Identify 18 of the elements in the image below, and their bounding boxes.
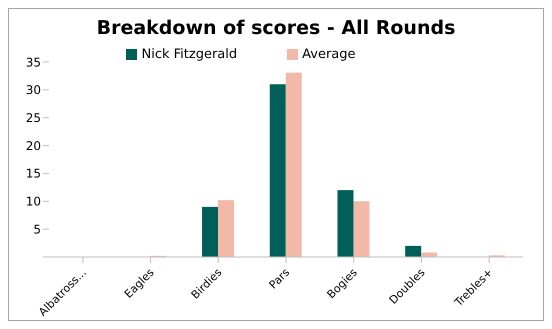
bar xyxy=(270,84,286,257)
bar xyxy=(353,201,370,257)
bar xyxy=(337,190,354,257)
bar xyxy=(405,246,422,257)
legend-label: Nick Fitzgerald xyxy=(141,47,238,62)
bar xyxy=(218,200,234,257)
y-tick-label: 10 xyxy=(26,194,41,209)
bar xyxy=(286,72,302,257)
y-tick-label: 35 xyxy=(26,55,41,70)
y-tick-label: 30 xyxy=(26,83,41,98)
chart-title: Breakdown of scores - All Rounds xyxy=(96,17,456,41)
y-tick-label: 5 xyxy=(33,222,41,236)
y-tick-label: 15 xyxy=(26,166,41,181)
y-tick-label: 20 xyxy=(26,138,41,153)
legend-label: Average xyxy=(302,47,356,62)
y-tick-label: 25 xyxy=(26,110,41,125)
bar xyxy=(421,252,438,257)
bar xyxy=(202,206,218,257)
